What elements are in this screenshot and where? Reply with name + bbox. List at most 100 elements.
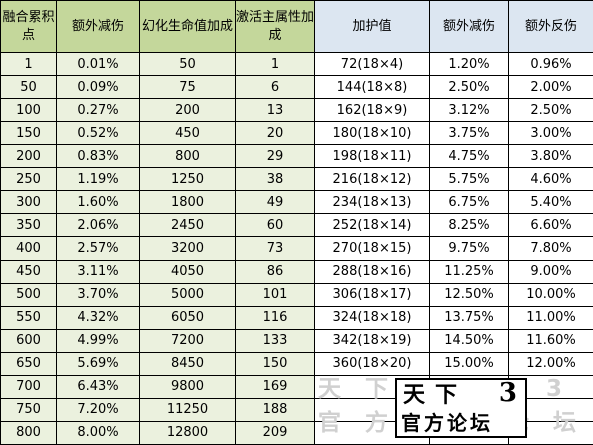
table-cell: 6 [235,75,315,100]
table-cell: 450 [0,259,57,284]
table-cell: 700 [0,374,57,399]
table-row: 450 3.11% 4050 86 288(18×16) 11.25% 9.00% [0,259,593,284]
table-cell: 3.00% [508,121,593,146]
table-cell: 7.20% [56,397,140,422]
table-cell: 306(18×17) [314,282,430,307]
table-cell: 100 [0,98,57,123]
header-cell: 激活主属性加成 [235,0,315,54]
table-cell: 0.52% [56,121,140,146]
table-cell: 9800 [139,374,236,399]
table-cell: 6.75% [429,190,509,215]
table-cell: 8.25% [429,213,509,238]
table-cell: 10.00% [508,282,593,307]
header-cell: 额外减伤 [56,0,140,54]
table-cell: 4.32% [56,305,140,330]
table-cell: 3.75% [429,121,509,146]
table-cell: 60 [235,213,315,238]
header-cell: 加护值 [314,0,430,54]
table-cell: 1250 [139,167,236,192]
table-cell: 180(18×10) [314,121,430,146]
table-cell: 6050 [139,305,236,330]
table-cell: 86 [235,259,315,284]
table-cell: 0.83% [56,144,140,169]
table-cell: 4050 [139,259,236,284]
table-cell: 6.43% [56,374,140,399]
table-cell: 2.50% [429,75,509,100]
table-cell: 3200 [139,236,236,261]
table-cell: 50 [139,52,236,77]
header-cell: 幻化生命值加成 [139,0,236,54]
header-cell: 额外反伤 [508,0,593,54]
table-cell: 6.60% [508,213,593,238]
header-cell: 额外减伤 [429,0,509,54]
table-cell: 2.00% [508,75,593,100]
watermark-line2: 官方论坛 [401,411,493,435]
table-cell: 200 [0,144,57,169]
header-row: 融合累积点 额外减伤 幻化生命值加成 激活主属性加成 加护值 额外减伤 额外反伤 [0,0,593,54]
table-cell: 12.50% [429,282,509,307]
table-row: 350 2.06% 2450 60 252(18×14) 8.25% 6.60% [0,213,593,238]
table-cell: 5.69% [56,351,140,376]
watermark-logo: 天下 3 官方论坛 [395,378,527,438]
table-cell: 12.00% [508,351,593,376]
table-cell: 350 [0,213,57,238]
table-cell: 11.25% [429,259,509,284]
table-row: 100 0.27% 200 13 162(18×9) 3.12% 2.50% [0,98,593,123]
table-cell: 7.80% [508,236,593,261]
table-cell: 75 [139,75,236,100]
table-cell: 4.99% [56,328,140,353]
table-row: 250 1.19% 1250 38 216(18×12) 5.75% 4.60% [0,167,593,192]
table-cell: 169 [235,374,315,399]
table-row: 500 3.70% 5000 101 306(18×17) 12.50% 10.00% [0,282,593,307]
table-cell: 12800 [139,420,236,445]
table-cell: 1 [0,52,57,77]
table-cell: 8.00% [56,420,140,445]
table-cell: 13 [235,98,315,123]
table-cell: 400 [0,236,57,261]
table-cell: 20 [235,121,315,146]
table-cell: 800 [139,144,236,169]
table-cell: 49 [235,190,315,215]
table-cell: 3.11% [56,259,140,284]
table-row: 150 0.52% 450 20 180(18×10) 3.75% 3.00% [0,121,593,146]
table-row: 600 4.99% 7200 133 342(18×19) 14.50% 11.60% [0,328,593,353]
table-cell: 150 [235,351,315,376]
table-cell: 11.00% [508,305,593,330]
table-cell [508,420,593,445]
table-cell: 288(18×16) [314,259,430,284]
table-cell: 550 [0,305,57,330]
table-cell: 9.00% [508,259,593,284]
table-cell: 209 [235,420,315,445]
table-cell: 216(18×12) [314,167,430,192]
table-cell: 14.50% [429,328,509,353]
table-cell: 11250 [139,397,236,422]
table-cell: 73 [235,236,315,261]
table-cell: 198(18×11) [314,144,430,169]
table-cell: 360(18×20) [314,351,430,376]
table-cell: 252(18×14) [314,213,430,238]
watermark-line1: 天下 [403,382,468,408]
table-cell: 324(18×18) [314,305,430,330]
table-cell: 300 [0,190,57,215]
table-cell: 50 [0,75,57,100]
table-row: 200 0.83% 800 29 198(18×11) 4.75% 3.80% [0,144,593,169]
table-row: 400 2.57% 3200 73 270(18×15) 9.75% 7.80% [0,236,593,261]
table-cell: 1 [235,52,315,77]
watermark-number: 3 [498,378,517,408]
table-row: 750 7.20% 11250 188 [0,397,593,422]
table-cell: 0.96% [508,52,593,77]
table-cell: 600 [0,328,57,353]
table-cell: 2.06% [56,213,140,238]
table-cell: 450 [139,121,236,146]
table-cell: 5.75% [429,167,509,192]
table-cell: 5000 [139,282,236,307]
table-cell: 4.75% [429,144,509,169]
table-cell: 1.20% [429,52,509,77]
table-cell: 1.19% [56,167,140,192]
table-cell: 9.75% [429,236,509,261]
table-cell: 1800 [139,190,236,215]
table-cell: 5.40% [508,190,593,215]
table-cell: 0.01% [56,52,140,77]
table-cell: 133 [235,328,315,353]
